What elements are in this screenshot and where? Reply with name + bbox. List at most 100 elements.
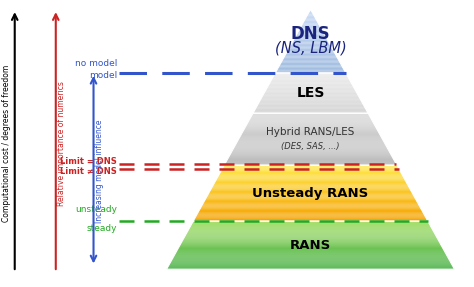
Polygon shape (301, 25, 319, 26)
Polygon shape (241, 134, 380, 135)
Text: Increasing model influence: Increasing model influence (95, 119, 104, 223)
Polygon shape (170, 261, 451, 262)
Polygon shape (207, 195, 414, 197)
Polygon shape (309, 12, 313, 13)
Polygon shape (169, 263, 452, 264)
Polygon shape (238, 138, 383, 139)
Polygon shape (184, 237, 438, 238)
Polygon shape (246, 125, 375, 126)
Polygon shape (299, 30, 322, 31)
Polygon shape (270, 83, 352, 84)
Polygon shape (245, 127, 376, 128)
Polygon shape (237, 141, 384, 142)
Polygon shape (264, 93, 357, 94)
Polygon shape (232, 150, 389, 151)
Polygon shape (248, 121, 374, 123)
Polygon shape (298, 31, 323, 32)
Polygon shape (254, 112, 368, 113)
Polygon shape (246, 124, 374, 125)
Polygon shape (245, 128, 377, 129)
Polygon shape (277, 69, 345, 70)
Polygon shape (289, 47, 332, 49)
Polygon shape (243, 130, 378, 131)
Polygon shape (214, 182, 407, 183)
Polygon shape (200, 209, 422, 210)
Polygon shape (279, 65, 342, 67)
Polygon shape (305, 18, 316, 20)
Polygon shape (258, 103, 363, 104)
Polygon shape (293, 40, 328, 41)
Polygon shape (263, 95, 358, 96)
Polygon shape (294, 37, 327, 38)
Polygon shape (257, 105, 364, 106)
Polygon shape (202, 203, 419, 204)
Polygon shape (306, 15, 315, 17)
Polygon shape (262, 96, 359, 97)
Polygon shape (249, 119, 372, 121)
Polygon shape (174, 254, 447, 255)
Polygon shape (177, 249, 444, 250)
Polygon shape (275, 72, 346, 73)
Polygon shape (237, 142, 385, 144)
Polygon shape (278, 67, 343, 68)
Polygon shape (225, 162, 396, 163)
Polygon shape (277, 68, 344, 69)
Polygon shape (193, 221, 428, 222)
Polygon shape (256, 107, 365, 108)
Polygon shape (240, 135, 381, 136)
Polygon shape (299, 28, 322, 30)
Text: RANS: RANS (290, 238, 331, 252)
Polygon shape (201, 207, 420, 208)
Polygon shape (263, 94, 358, 95)
Polygon shape (227, 160, 394, 161)
Polygon shape (224, 165, 398, 166)
Polygon shape (173, 257, 448, 258)
Polygon shape (266, 88, 355, 89)
Polygon shape (287, 51, 335, 53)
Polygon shape (201, 205, 420, 207)
Polygon shape (192, 222, 429, 223)
Polygon shape (283, 58, 338, 59)
Polygon shape (255, 110, 367, 111)
Polygon shape (309, 11, 312, 12)
Polygon shape (286, 53, 335, 54)
Polygon shape (255, 109, 366, 110)
Polygon shape (274, 74, 346, 75)
Polygon shape (306, 17, 316, 18)
Polygon shape (250, 117, 371, 119)
Polygon shape (174, 255, 447, 256)
Polygon shape (194, 218, 427, 219)
Text: Relative importance of numerics: Relative importance of numerics (57, 81, 66, 206)
Polygon shape (243, 131, 378, 132)
Polygon shape (176, 252, 446, 253)
Polygon shape (210, 189, 410, 190)
Polygon shape (168, 266, 453, 267)
Polygon shape (303, 22, 319, 23)
Text: Limit ≠ DNS: Limit ≠ DNS (60, 167, 117, 176)
Text: (NS, LBM): (NS, LBM) (274, 41, 346, 56)
Polygon shape (234, 146, 387, 148)
Text: unsteady: unsteady (75, 205, 117, 214)
Polygon shape (285, 54, 336, 55)
Polygon shape (206, 198, 415, 199)
Polygon shape (213, 184, 408, 185)
Polygon shape (230, 154, 391, 155)
Polygon shape (173, 258, 448, 259)
Polygon shape (259, 102, 362, 103)
Polygon shape (284, 55, 337, 56)
Polygon shape (222, 168, 400, 170)
Polygon shape (268, 86, 354, 87)
Polygon shape (187, 231, 434, 232)
Polygon shape (292, 42, 329, 44)
Polygon shape (268, 85, 353, 86)
Polygon shape (208, 193, 413, 194)
Polygon shape (292, 41, 329, 42)
Polygon shape (196, 216, 425, 217)
Polygon shape (247, 123, 374, 124)
Polygon shape (307, 14, 314, 15)
Polygon shape (220, 171, 401, 172)
Polygon shape (182, 239, 438, 240)
Polygon shape (190, 227, 431, 228)
Polygon shape (233, 149, 388, 150)
Polygon shape (191, 225, 430, 226)
